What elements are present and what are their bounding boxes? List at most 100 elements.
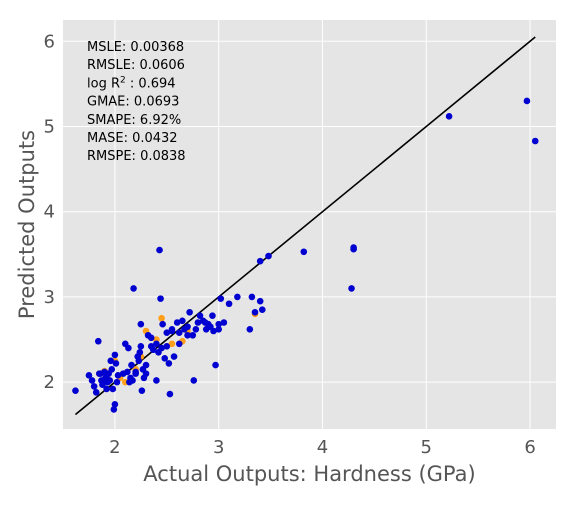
data-point bbox=[179, 317, 186, 325]
tick-labels: 2 3 4 5 6 2 3 4 5 6 bbox=[44, 31, 536, 458]
data-point bbox=[132, 368, 139, 376]
data-point bbox=[265, 252, 272, 260]
data-point bbox=[111, 351, 119, 359]
data-point bbox=[114, 372, 122, 379]
data-point bbox=[156, 246, 163, 254]
data-point bbox=[107, 357, 115, 365]
data-point bbox=[163, 329, 171, 337]
data-point bbox=[168, 326, 176, 333]
y-axis-label: Predicted Outputs bbox=[15, 130, 39, 319]
data-point bbox=[103, 372, 110, 379]
data-point bbox=[234, 293, 241, 301]
data-point bbox=[142, 361, 150, 369]
data-point bbox=[258, 306, 266, 314]
data-point bbox=[149, 346, 157, 354]
data-point bbox=[129, 377, 136, 384]
data-point bbox=[147, 334, 155, 342]
data-point bbox=[109, 385, 117, 393]
data-point bbox=[103, 385, 110, 393]
metric-line: MSLE: 0.00368 bbox=[87, 40, 184, 55]
data-points bbox=[72, 97, 539, 413]
data-point bbox=[210, 327, 217, 335]
data-point bbox=[201, 319, 209, 326]
metric-line: log R2 : 0.694 bbox=[87, 75, 176, 91]
metric-line: RMSPE: 0.0838 bbox=[87, 149, 186, 164]
metrics-annotation: MSLE: 0.00368 RMSLE: 0.0606 log R2 : 0.694… bbox=[87, 40, 186, 164]
data-point bbox=[212, 361, 219, 369]
data-point bbox=[112, 360, 120, 367]
x-tick-label: 2 bbox=[109, 437, 120, 458]
data-point bbox=[130, 285, 137, 292]
data-point bbox=[256, 297, 264, 305]
data-point bbox=[175, 329, 183, 337]
data-point bbox=[110, 406, 118, 413]
data-point bbox=[165, 360, 173, 367]
data-point bbox=[215, 326, 222, 333]
metric-line: RMSLE: 0.0606 bbox=[87, 58, 185, 73]
data-point bbox=[348, 285, 355, 292]
data-point bbox=[190, 377, 198, 384]
data-point bbox=[251, 308, 259, 316]
data-point bbox=[350, 244, 357, 251]
data-point bbox=[88, 377, 96, 384]
data-point bbox=[170, 353, 178, 360]
data-point bbox=[90, 383, 98, 390]
y-tick-label: 5 bbox=[44, 117, 55, 138]
metric-line: GMAE: 0.0693 bbox=[87, 95, 179, 110]
data-point bbox=[163, 343, 171, 350]
data-point bbox=[92, 389, 100, 396]
data-point bbox=[99, 381, 106, 388]
data-point bbox=[445, 112, 453, 120]
data-point bbox=[111, 400, 119, 408]
data-point bbox=[137, 343, 145, 350]
data-point bbox=[209, 312, 216, 319]
data-point bbox=[184, 331, 191, 339]
data-point bbox=[220, 319, 228, 326]
data-point bbox=[523, 97, 531, 105]
y-tick-label: 4 bbox=[44, 202, 55, 223]
data-point bbox=[168, 340, 176, 348]
data-point bbox=[256, 257, 264, 265]
metric-line: SMAPE: 6.92% bbox=[87, 113, 181, 128]
x-tick-label: 3 bbox=[213, 437, 224, 458]
x-tick-label: 4 bbox=[317, 437, 328, 458]
data-point bbox=[531, 137, 539, 145]
y-tick-label: 6 bbox=[44, 31, 55, 52]
data-point bbox=[196, 312, 204, 319]
data-point bbox=[113, 378, 121, 386]
x-axis-label: Actual Outputs: Hardness (GPa) bbox=[143, 462, 475, 486]
data-point bbox=[189, 331, 197, 339]
data-point bbox=[248, 293, 256, 301]
data-point bbox=[119, 370, 127, 377]
data-point bbox=[175, 340, 183, 348]
data-point bbox=[215, 320, 222, 328]
data-point bbox=[159, 320, 166, 328]
data-point bbox=[158, 344, 165, 352]
data-point bbox=[173, 319, 181, 326]
data-point bbox=[217, 295, 225, 302]
data-point bbox=[135, 357, 143, 365]
data-point bbox=[158, 314, 165, 322]
data-point bbox=[166, 390, 174, 398]
data-point bbox=[108, 366, 116, 373]
data-point bbox=[186, 308, 193, 316]
x-tick-label: 6 bbox=[524, 437, 535, 458]
x-tick-label: 5 bbox=[421, 437, 432, 458]
data-point bbox=[157, 295, 164, 302]
data-point bbox=[138, 387, 146, 394]
data-point bbox=[153, 340, 160, 348]
data-point bbox=[161, 354, 169, 362]
y-tick-label: 3 bbox=[44, 287, 55, 308]
data-point bbox=[94, 337, 102, 345]
metric-line: MASE: 0.0432 bbox=[87, 131, 178, 146]
data-point bbox=[142, 370, 150, 377]
data-point bbox=[194, 319, 202, 326]
data-point bbox=[125, 344, 132, 352]
data-point bbox=[184, 323, 191, 331]
data-point bbox=[72, 387, 79, 394]
data-point bbox=[106, 377, 114, 384]
data-point bbox=[225, 300, 233, 308]
data-point bbox=[246, 326, 254, 333]
